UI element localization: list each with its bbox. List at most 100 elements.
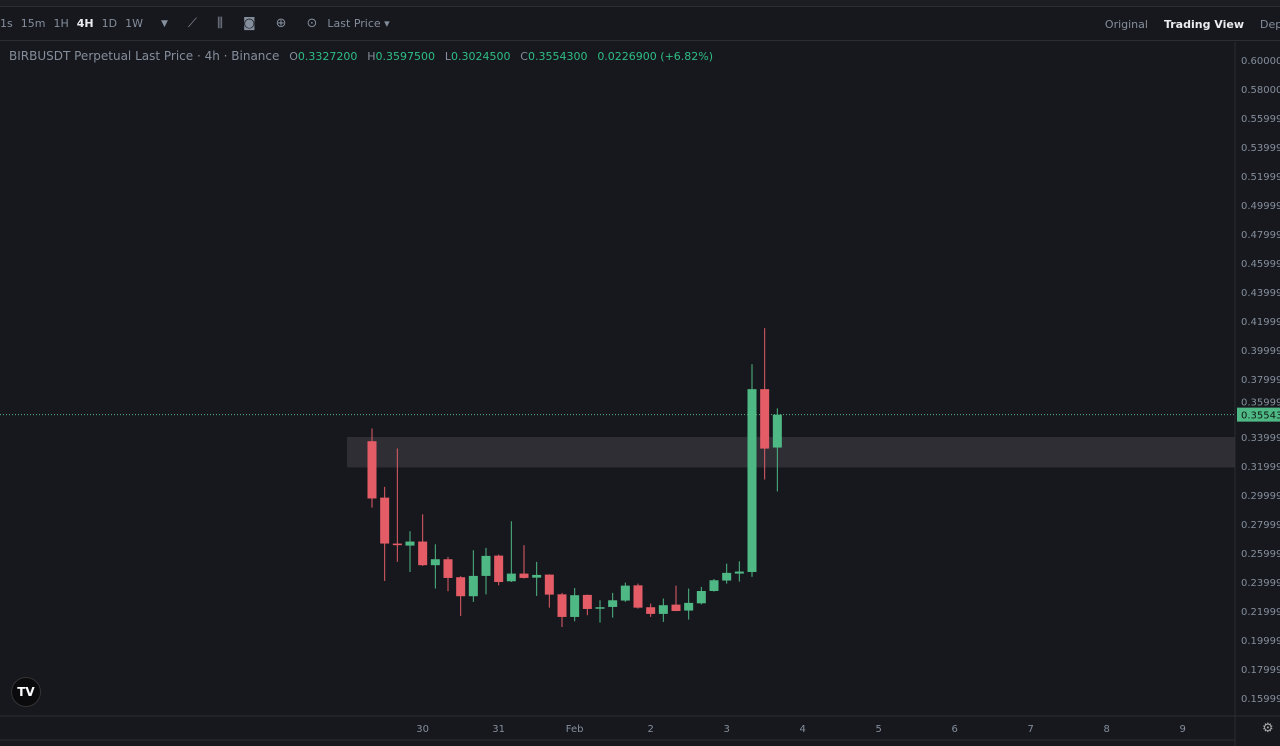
more-intervals-dropdown-icon[interactable]: ▼ bbox=[160, 18, 168, 29]
interval-1w[interactable]: 1W bbox=[125, 17, 143, 30]
axis-settings-icon[interactable]: ⚙ bbox=[1262, 721, 1274, 736]
close-value: 0.3554300 bbox=[527, 50, 588, 63]
price-type-dropdown[interactable]: Last Price ▾ bbox=[327, 17, 390, 30]
candle-body bbox=[443, 559, 453, 578]
view-original[interactable]: Original bbox=[1104, 17, 1148, 31]
indicators-icon[interactable]: ⟋ bbox=[187, 16, 197, 31]
low-value: 0.3024500 bbox=[450, 50, 511, 63]
symbol-title: BIRBUSDT Perpetual Last Price · 4h · Bin… bbox=[9, 49, 280, 63]
tradingview-logo[interactable]: TV bbox=[11, 677, 41, 707]
candle-body bbox=[595, 607, 605, 609]
candle-body bbox=[633, 585, 643, 608]
x-tick-label: 6 bbox=[951, 724, 957, 735]
view-trading-view[interactable]: Trading View bbox=[1163, 17, 1244, 31]
candle-body bbox=[709, 580, 719, 591]
candle-body bbox=[418, 541, 428, 566]
view-switcher: Original Trading View Depth bbox=[1089, 7, 1280, 41]
candle-body bbox=[734, 571, 744, 574]
candle-body bbox=[405, 541, 415, 546]
y-tick-label: 0.339999 bbox=[1241, 433, 1280, 444]
y-tick-label: 0.219999 bbox=[1241, 607, 1280, 618]
x-tick-label: 9 bbox=[1179, 724, 1185, 735]
add-icon[interactable]: ⊕ bbox=[275, 16, 287, 31]
candle-body bbox=[747, 389, 757, 572]
high-value: 0.3597500 bbox=[375, 50, 436, 63]
y-tick-label: 0.359999 bbox=[1241, 398, 1280, 409]
interval-15m[interactable]: 15m bbox=[20, 17, 46, 30]
ohlc-legend: BIRBUSDT Perpetual Last Price · 4h · Bin… bbox=[9, 49, 713, 63]
price-zone bbox=[347, 437, 1235, 468]
x-tick-label: 31 bbox=[492, 724, 505, 735]
x-tick-label: Feb bbox=[566, 724, 584, 735]
y-tick-label: 0.479999 bbox=[1241, 230, 1280, 241]
y-tick-label: 0.519999 bbox=[1241, 172, 1280, 183]
candle-body bbox=[671, 604, 681, 611]
candle-body bbox=[532, 574, 542, 578]
interval-4h[interactable]: 4H bbox=[76, 17, 94, 30]
x-tick-label: 5 bbox=[875, 724, 881, 735]
candle-body bbox=[646, 607, 656, 614]
open-value: 0.3327200 bbox=[297, 50, 358, 63]
candle-body bbox=[494, 555, 504, 582]
candle-body bbox=[658, 605, 668, 614]
high-label: H bbox=[367, 50, 376, 63]
candle-body bbox=[430, 559, 440, 566]
candle-body bbox=[684, 602, 694, 611]
candle-body bbox=[392, 543, 402, 546]
x-tick-label: 4 bbox=[799, 724, 805, 735]
interval-1s[interactable]: 1s bbox=[0, 17, 13, 30]
camera-icon[interactable]: ◙ bbox=[242, 16, 256, 31]
candle-body bbox=[468, 575, 478, 597]
y-tick-label: 0.539999 bbox=[1241, 143, 1280, 154]
price-type-label: Last Price bbox=[327, 17, 381, 30]
candle-body bbox=[722, 572, 732, 581]
y-tick-label: 0.399999 bbox=[1241, 346, 1280, 357]
candle-body bbox=[367, 441, 377, 499]
x-tick-label: 3 bbox=[723, 724, 729, 735]
settings-circle-icon[interactable]: ⊙ bbox=[306, 16, 318, 31]
candle-body bbox=[620, 585, 630, 601]
x-tick-label: 8 bbox=[1103, 724, 1109, 735]
last-price-badge bbox=[1237, 407, 1280, 422]
candle-body bbox=[380, 497, 390, 544]
y-tick-label: 0.419999 bbox=[1241, 317, 1280, 328]
candle-body bbox=[608, 600, 618, 607]
candle-body bbox=[696, 590, 706, 604]
x-tick-label: 2 bbox=[647, 724, 653, 735]
y-tick-label: 0.299999 bbox=[1241, 491, 1280, 502]
last-price-label: 0.355430 bbox=[1241, 411, 1280, 422]
y-tick-label: 0.319999 bbox=[1241, 462, 1280, 473]
y-tick-label: 0.199999 bbox=[1241, 636, 1280, 647]
candle-body bbox=[544, 574, 554, 595]
view-depth[interactable]: Depth bbox=[1260, 17, 1280, 31]
open-label: O bbox=[289, 50, 298, 63]
candle-body bbox=[570, 595, 580, 617]
y-tick-label: 0.499999 bbox=[1241, 201, 1280, 212]
interval-1d[interactable]: 1D bbox=[101, 17, 118, 30]
candle-body bbox=[760, 389, 770, 449]
x-tick-label: 7 bbox=[1027, 724, 1033, 735]
y-tick-label: 0.559999 bbox=[1241, 114, 1280, 125]
y-tick-label: 0.239999 bbox=[1241, 578, 1280, 589]
chart-toolbar: 1s 15m 1H 4H 1D 1W ▼ ⟋ ⫼ ◙ ⊕ ⊙ Last Pric… bbox=[0, 7, 1280, 41]
top-strip bbox=[0, 0, 1280, 7]
candle-body bbox=[519, 573, 529, 578]
candle-body bbox=[456, 577, 466, 597]
candle-body bbox=[772, 414, 782, 448]
candle-body bbox=[506, 573, 516, 582]
y-tick-label: 0.439999 bbox=[1241, 288, 1280, 299]
y-tick-label: 0.379999 bbox=[1241, 375, 1280, 386]
low-label: L bbox=[444, 50, 451, 63]
y-tick-label: 0.259999 bbox=[1241, 549, 1280, 560]
x-tick-label: 30 bbox=[416, 724, 429, 735]
y-tick-label: 0.459999 bbox=[1241, 259, 1280, 270]
interval-1h[interactable]: 1H bbox=[53, 17, 69, 30]
chart-type-icon[interactable]: ⫼ bbox=[216, 16, 223, 31]
change-value: 0.0226900 (+6.82%) bbox=[597, 50, 714, 63]
close-label: C bbox=[520, 50, 528, 63]
candle-body bbox=[582, 594, 592, 609]
y-tick-label: 0.279999 bbox=[1241, 520, 1280, 531]
